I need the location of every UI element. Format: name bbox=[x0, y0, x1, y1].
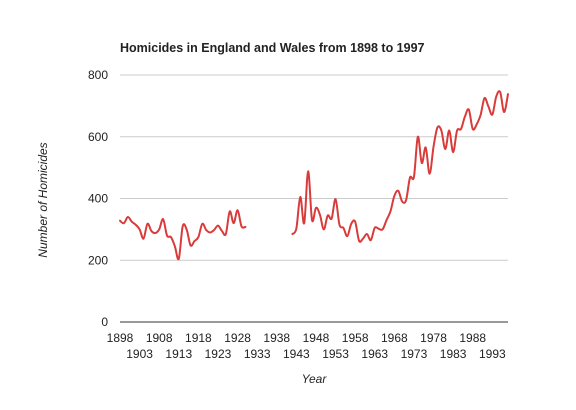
x-tick-label: 1933 bbox=[244, 347, 271, 361]
chart-title: Homicides in England and Wales from 1898… bbox=[120, 41, 425, 55]
y-tick-label: 400 bbox=[88, 192, 108, 206]
x-tick-label: 1938 bbox=[263, 331, 290, 345]
x-tick-label: 1923 bbox=[205, 347, 232, 361]
y-tick-label: 600 bbox=[88, 130, 108, 144]
x-tick-label: 1988 bbox=[459, 331, 486, 345]
x-tick-label: 1993 bbox=[479, 347, 506, 361]
x-tick-label: 1973 bbox=[401, 347, 428, 361]
y-tick-label: 800 bbox=[88, 68, 108, 82]
x-tick-label: 1908 bbox=[146, 331, 173, 345]
gridlines bbox=[120, 74, 508, 323]
x-tick-label: 1968 bbox=[381, 331, 408, 345]
x-tick-label: 1928 bbox=[224, 331, 251, 345]
x-tick-label: 1903 bbox=[126, 347, 153, 361]
x-tick-label: 1948 bbox=[303, 331, 330, 345]
series-line bbox=[291, 90, 509, 243]
x-axis-ticks: 1898 1908 1918 1928 1938 1948 1958 1968 1978 1988… bbox=[107, 331, 506, 361]
x-tick-label: 1898 bbox=[107, 331, 134, 345]
x-tick-label: 1983 bbox=[440, 347, 467, 361]
x-tick-label: 1913 bbox=[165, 347, 192, 361]
y-axis-label: Number of Homicides bbox=[36, 142, 50, 257]
y-axis-ticks: 0 200 400 600 800 bbox=[88, 68, 108, 329]
x-tick-label: 1943 bbox=[283, 347, 310, 361]
series-line bbox=[119, 209, 247, 261]
x-tick-label: 1963 bbox=[361, 347, 388, 361]
x-tick-label: 1918 bbox=[185, 331, 212, 345]
x-tick-label: 1958 bbox=[342, 331, 369, 345]
x-tick-label: 1953 bbox=[322, 347, 349, 361]
x-tick-label: 1978 bbox=[420, 331, 447, 345]
series-layer bbox=[119, 90, 509, 261]
y-tick-label: 0 bbox=[101, 315, 108, 329]
y-tick-label: 200 bbox=[88, 253, 108, 267]
x-axis-label: Year bbox=[302, 372, 328, 386]
